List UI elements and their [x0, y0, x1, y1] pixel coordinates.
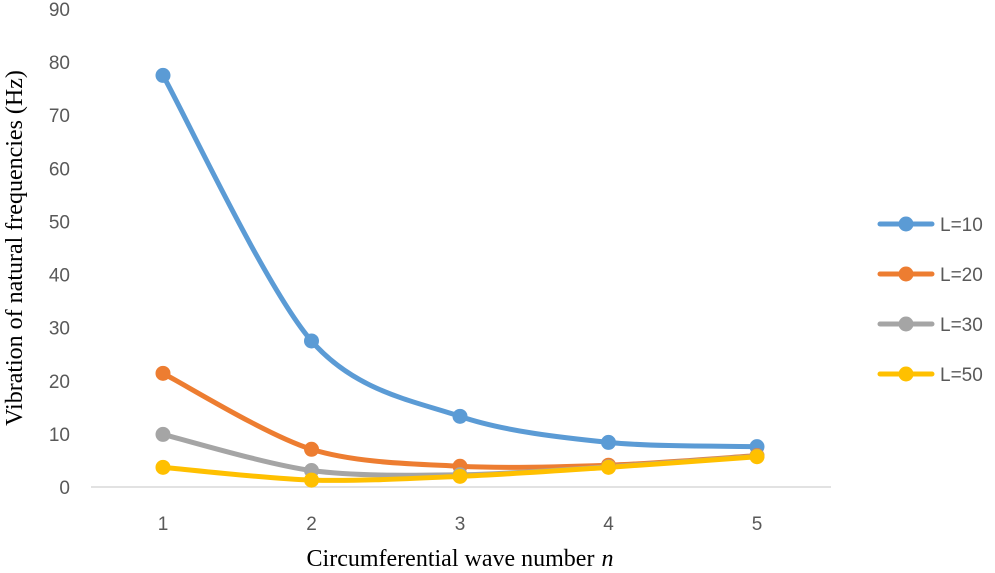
x-tick-label: 4	[603, 514, 614, 535]
data-point	[601, 459, 616, 475]
data-point	[304, 441, 319, 457]
data-point	[155, 365, 171, 381]
y-tick-label: 80	[49, 53, 70, 74]
legend: L=10 L=20 L=30 L=50	[877, 215, 983, 386]
data-point	[155, 67, 171, 83]
y-tick-label: 60	[49, 159, 70, 180]
series-markers	[155, 67, 765, 488]
x-axis-title: Circumferential wave number n	[307, 546, 614, 572]
y-tick-label: 90	[49, 0, 70, 21]
x-axis-title-variable: n	[601, 546, 613, 572]
series-line-l-10	[160, 72, 760, 450]
y-tick-label: 20	[49, 372, 70, 393]
x-axis-title-text: Circumferential wave number	[307, 546, 595, 572]
legend-label: L=10	[940, 215, 983, 236]
legend-label: L=30	[940, 315, 983, 336]
y-tick-label: 70	[49, 106, 70, 127]
y-tick-label: 10	[49, 425, 70, 446]
x-tick-label: 2	[306, 514, 317, 535]
x-tick-label: 5	[752, 514, 763, 535]
legend-marker	[898, 266, 914, 282]
data-point	[155, 426, 171, 442]
y-tick-label: 0	[59, 478, 70, 499]
data-point	[304, 472, 319, 488]
legend-marker	[898, 316, 914, 332]
data-point	[304, 333, 319, 349]
legend-marker	[898, 216, 914, 232]
data-point	[601, 434, 616, 450]
y-axis-title: Vibration of natural frequencies (Hz)	[2, 70, 28, 426]
data-point	[749, 449, 765, 465]
y-tick-label: 30	[49, 319, 70, 340]
x-tick-label: 3	[455, 514, 466, 535]
data-point	[452, 468, 468, 484]
x-tick-label: 1	[158, 514, 169, 535]
legend-marker	[898, 366, 914, 382]
x-axis-tick-labels: 1 2 3 4 5	[158, 514, 763, 535]
legend-label: L=50	[940, 365, 983, 386]
y-axis-tick-labels: 0 10 20 30 40 50 60 70 80 90	[49, 0, 70, 499]
y-tick-label: 50	[49, 212, 70, 233]
data-point	[155, 459, 171, 475]
data-point	[452, 408, 468, 424]
legend-label: L=20	[940, 265, 983, 286]
y-tick-label: 40	[49, 266, 70, 287]
